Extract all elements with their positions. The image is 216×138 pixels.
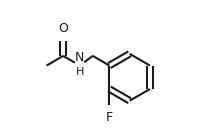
Text: H: H	[76, 67, 84, 77]
Text: N: N	[75, 51, 84, 64]
Text: O: O	[58, 22, 68, 34]
Text: F: F	[106, 111, 113, 124]
